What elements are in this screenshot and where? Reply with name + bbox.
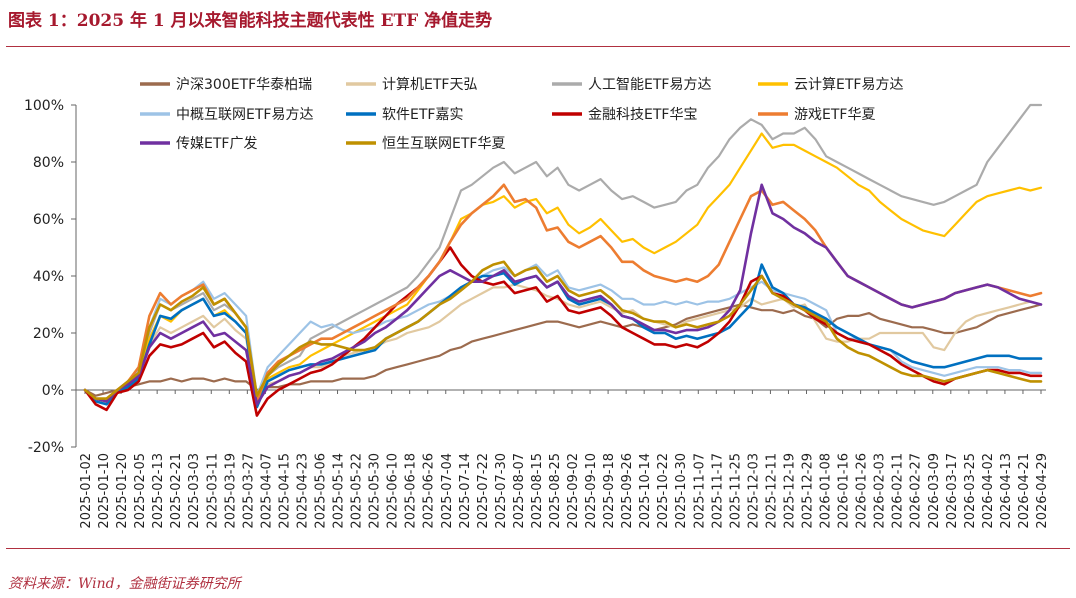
x-tick-label: 2026-04-13 xyxy=(999,453,1014,529)
x-tick-label: 2025-11-25 xyxy=(728,453,743,529)
x-tick-label: 2025-07-14 xyxy=(458,453,473,529)
x-tick-label: 2025-01-10 xyxy=(97,453,112,529)
x-tick-label: 2025-09-10 xyxy=(584,453,599,529)
x-tick-label: 2025-06-26 xyxy=(422,453,437,529)
series-lines xyxy=(83,103,1043,417)
x-tick-label: 2026-02-27 xyxy=(909,453,924,529)
y-axis: -20% 0% 20% 40% 60% 80% 100% xyxy=(24,98,77,456)
x-axis: 2025-01-02 2025-01-10 2025-01-20 2025-02-05… xyxy=(76,389,1050,529)
title-rule xyxy=(6,46,1070,47)
x-tick-label: 2025-09-18 xyxy=(602,453,617,529)
x-tick-label: 2026-03-25 xyxy=(963,453,978,529)
x-tick-label: 2026-04-02 xyxy=(981,453,996,529)
x-tick-label: 2025-09-02 xyxy=(566,453,581,529)
y-tick-label: 80% xyxy=(33,155,64,171)
x-tick-label: 2025-12-11 xyxy=(764,453,779,529)
x-tick-label: 2025-12-19 xyxy=(782,453,797,529)
legend-label: 金融科技ETF华宝 xyxy=(588,107,697,123)
x-tick-label: 2025-02-21 xyxy=(169,453,184,529)
legend-label: 软件ETF嘉实 xyxy=(382,107,463,123)
series-line-1 xyxy=(83,303,1043,397)
x-tick-label: 2025-02-05 xyxy=(133,453,148,529)
x-tick-label: 2026-02-03 xyxy=(873,453,888,529)
x-tick-label: 2025-01-02 xyxy=(79,453,94,529)
x-tick-label: 2025-11-17 xyxy=(710,453,725,529)
x-tick-label: 2026-04-21 xyxy=(1017,453,1032,529)
x-tick-label: 2026-04-29 xyxy=(1035,453,1050,529)
x-tick-label: 2025-06-18 xyxy=(404,453,419,529)
x-tick-label: 2026-01-26 xyxy=(855,453,870,529)
x-tick-label: 2026-03-17 xyxy=(945,453,960,529)
x-tick-label: 2025-10-14 xyxy=(638,453,653,529)
legend-label: 游戏ETF华夏 xyxy=(794,107,875,123)
x-tick-label: 2025-02-13 xyxy=(151,453,166,529)
x-tick-label: 2025-08-15 xyxy=(530,453,545,529)
x-tick-label: 2025-03-19 xyxy=(223,453,238,529)
x-tick-label: 2025-05-22 xyxy=(350,453,365,529)
x-tick-label: 2025-08-07 xyxy=(512,453,527,529)
series-line-10 xyxy=(83,260,1043,400)
x-tick-label: 2025-10-30 xyxy=(674,453,689,529)
legend-label: 传媒ETF广发 xyxy=(176,136,257,152)
x-tick-label: 2026-01-08 xyxy=(819,453,834,529)
x-tick-label: 2025-12-03 xyxy=(746,453,761,529)
x-tick-label: 2025-03-27 xyxy=(241,453,256,529)
legend-label: 中概互联网ETF易方达 xyxy=(176,107,313,123)
x-tick-label: 2025-09-26 xyxy=(620,453,635,529)
x-tick-label: 2025-07-04 xyxy=(440,453,455,529)
x-tick-label: 2025-05-14 xyxy=(332,453,347,529)
x-tick-label: 2025-05-30 xyxy=(368,453,383,529)
legend-label: 计算机ETF天弘 xyxy=(382,77,477,93)
source-note: 资料来源：Wind，金融街证券研究所 xyxy=(8,576,241,592)
x-tick-label: 2025-11-07 xyxy=(692,453,707,529)
x-tick-label: 2026-03-09 xyxy=(927,453,942,529)
legend-label: 沪深300ETF华泰柏瑞 xyxy=(176,77,312,93)
y-tick-label: -20% xyxy=(28,440,64,456)
x-tick-label: 2026-01-16 xyxy=(837,453,852,529)
series-line-9 xyxy=(83,183,1043,406)
x-tick-label: 2025-01-20 xyxy=(115,453,130,529)
x-tick-label: 2025-03-03 xyxy=(187,453,202,529)
x-tick-label: 2025-10-22 xyxy=(656,453,671,529)
footer-rule xyxy=(6,548,1070,549)
figure-title: 图表 1：2025 年 1 月以来智能科技主题代表性 ETF 净值走势 xyxy=(8,11,493,31)
y-tick-label: 60% xyxy=(33,212,64,228)
y-tick-label: 20% xyxy=(33,326,64,342)
y-tick-label: 100% xyxy=(24,98,64,114)
chart-legend: 沪深300ETF华泰柏瑞 计算机ETF天弘 人工智能ETF易方达 云计算ETF易方达中… xyxy=(140,77,903,152)
x-tick-label: 2025-08-25 xyxy=(548,453,563,529)
x-tick-label: 2025-05-06 xyxy=(313,453,328,529)
x-tick-label: 2025-12-29 xyxy=(801,453,816,529)
series-line-7 xyxy=(83,246,1043,417)
x-tick-label: 2025-07-30 xyxy=(494,453,509,529)
x-tick-label: 2025-07-22 xyxy=(476,453,491,529)
y-tick-label: 40% xyxy=(33,269,64,285)
x-tick-label: 2025-03-11 xyxy=(205,453,220,529)
x-tick-label: 2025-04-23 xyxy=(295,453,310,529)
x-tick-label: 2025-06-10 xyxy=(386,453,401,529)
x-tick-label: 2025-04-07 xyxy=(259,453,274,529)
x-tick-label: 2025-04-15 xyxy=(277,453,292,529)
y-tick-label: 0% xyxy=(42,383,64,399)
legend-label: 云计算ETF易方达 xyxy=(794,77,903,93)
legend-label: 恒生互联网ETF华夏 xyxy=(382,136,505,152)
legend-label: 人工智能ETF易方达 xyxy=(588,77,711,93)
x-tick-label: 2026-02-11 xyxy=(891,453,906,529)
